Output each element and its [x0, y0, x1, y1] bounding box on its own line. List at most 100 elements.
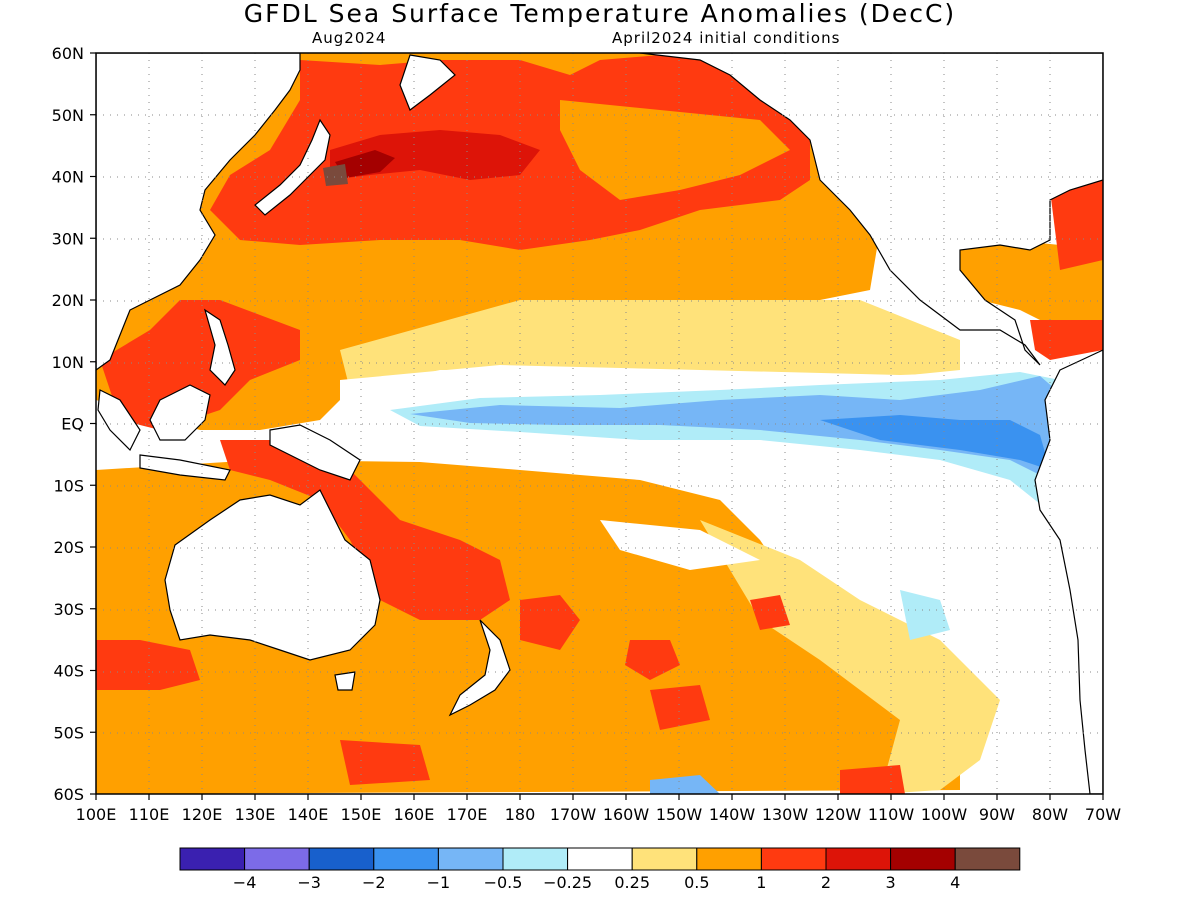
initial-conditions-label: April2024 initial conditions: [612, 29, 841, 47]
colorbar-swatch: [373, 847, 439, 871]
colorbar-label: 2: [821, 873, 831, 892]
lon-tick-label: 70W: [1085, 805, 1121, 824]
land-tasmania: [334, 671, 356, 691]
anomaly-region-south-yellow: [700, 520, 1000, 794]
anomaly-region-south-red-6: [840, 765, 905, 794]
land-south-america: [1034, 349, 1103, 794]
longitude-axis: 100E 110E 120E 130E 140E 150E 160E 170E 180 170W 1…: [76, 794, 1121, 824]
lat-tick-label: 50N: [52, 106, 84, 125]
lon-tick-label: 130E: [235, 805, 276, 824]
colorbar-label: −3: [297, 873, 321, 892]
colorbar-label: −0.5: [484, 873, 523, 892]
colorbar-swatch: [825, 847, 892, 871]
lon-tick-label: 120E: [182, 805, 223, 824]
land-kamchatka: [399, 54, 456, 111]
anomaly-region-north-orange-inner: [560, 100, 790, 200]
anomaly-region-south-blue-patch: [650, 775, 720, 794]
colorbar-swatch: [502, 847, 569, 871]
lon-tick-label: 120W: [815, 805, 862, 824]
anomaly-region-south-red-1: [520, 595, 580, 650]
colorbar-label: 0.5: [684, 873, 709, 892]
lon-tick-label: 150W: [656, 805, 703, 824]
lat-tick-label: 20S: [53, 538, 84, 557]
colorbar-swatch: [696, 847, 762, 871]
anomaly-region-cold-core: [820, 415, 1050, 470]
colorbar-swatch: [179, 847, 246, 871]
land-north-america: [639, 53, 1103, 366]
anomaly-region-caribbean-red: [1030, 320, 1103, 360]
anomaly-region-atlantic-red: [1050, 180, 1103, 270]
anomaly-region-maritime-red: [220, 440, 510, 620]
land-australia: [164, 489, 381, 661]
valid-month-label: Aug2024: [312, 29, 387, 47]
lon-tick-label: 160E: [394, 805, 435, 824]
lon-tick-label: 140E: [288, 805, 329, 824]
lon-tick-label: 80W: [1032, 805, 1068, 824]
lat-tick-label: 30S: [53, 600, 84, 619]
colorbar-label: −4: [233, 873, 257, 892]
colorbar-swatch: [437, 847, 504, 871]
lon-tick-label: 110E: [129, 805, 170, 824]
lon-tick-label: 150E: [341, 805, 382, 824]
land-new-zealand: [448, 619, 511, 717]
lon-tick-label: 170E: [447, 805, 488, 824]
land-philippines: [203, 308, 236, 386]
land-java: [139, 454, 231, 481]
lat-tick-label: 30N: [52, 229, 84, 248]
colorbar-label: −2: [362, 873, 386, 892]
anomaly-region-south-red-3: [650, 685, 710, 730]
lon-tick-label: 100E: [76, 805, 117, 824]
lat-tick-label: 60N: [52, 44, 84, 63]
land-new-guinea: [269, 424, 361, 481]
anomaly-region-north-maroon: [335, 150, 395, 178]
anomaly-region-cold-tongue: [410, 376, 1062, 480]
map-title: GFDL Sea Surface Temperature Anomalies (…: [243, 0, 957, 28]
colorbar-label: 4: [950, 873, 960, 892]
colorbar-swatch: [954, 847, 1021, 871]
lat-tick-label: 40S: [53, 662, 84, 681]
lon-tick-label: 90W: [979, 805, 1015, 824]
lat-tick-label: 50S: [53, 723, 84, 742]
colorbar-swatch: [760, 847, 827, 871]
anomaly-region-north-brown: [323, 164, 348, 186]
lat-tick-label: 60S: [53, 785, 84, 804]
lon-tick-label: 130W: [762, 805, 809, 824]
anomaly-field: [96, 53, 1103, 794]
colorbar-swatch: [308, 847, 375, 871]
anomaly-region-se-light-blue: [900, 590, 950, 640]
anomaly-region-south-red-2: [625, 640, 680, 680]
anomaly-region-southwest-red: [96, 640, 200, 690]
anomaly-region-philippines-red: [100, 300, 300, 430]
anomaly-region-south-red-4: [340, 740, 430, 785]
colorbar-label: 3: [886, 873, 896, 892]
anomaly-region-south-red-5: [750, 595, 790, 630]
lat-tick-label: 40N: [52, 168, 84, 187]
colorbar-swatch: [244, 847, 310, 871]
lat-tick-label: 10S: [53, 476, 84, 495]
colorbar-label: −1: [427, 873, 451, 892]
colorbar-swatch: [567, 847, 633, 871]
lon-tick-label: 160W: [603, 805, 650, 824]
lon-tick-label: 140W: [709, 805, 756, 824]
colorbar-label: 0.25: [614, 873, 650, 892]
colorbar-label: −0.25: [543, 873, 592, 892]
colorbar-swatch: [631, 847, 698, 871]
latitude-axis: 60N 50N 40N 30N 20N 10N EQ 10S 20S 30S 40S 50S 60S: [52, 44, 96, 804]
colorbar: −4 −3 −2 −1 −0.5 −0.25 0.25 0.5 1 2 3 4: [179, 847, 1021, 892]
lon-tick-label: 100W: [921, 805, 968, 824]
land-masses: [96, 53, 1103, 794]
lon-tick-label: 170W: [550, 805, 597, 824]
land-japan: [254, 118, 331, 216]
colorbar-label: 1: [756, 873, 766, 892]
colorbar-swatch: [890, 847, 956, 871]
anomaly-region-south-white: [600, 520, 760, 570]
lon-tick-label: 110W: [868, 805, 915, 824]
lat-tick-label: EQ: [61, 415, 84, 434]
land-sumatra: [97, 389, 141, 452]
land-asia: [96, 53, 301, 371]
lon-tick-label: 180: [505, 805, 536, 824]
lat-tick-label: 20N: [52, 291, 84, 310]
land-borneo: [149, 384, 211, 441]
lat-tick-label: 10N: [52, 353, 84, 372]
